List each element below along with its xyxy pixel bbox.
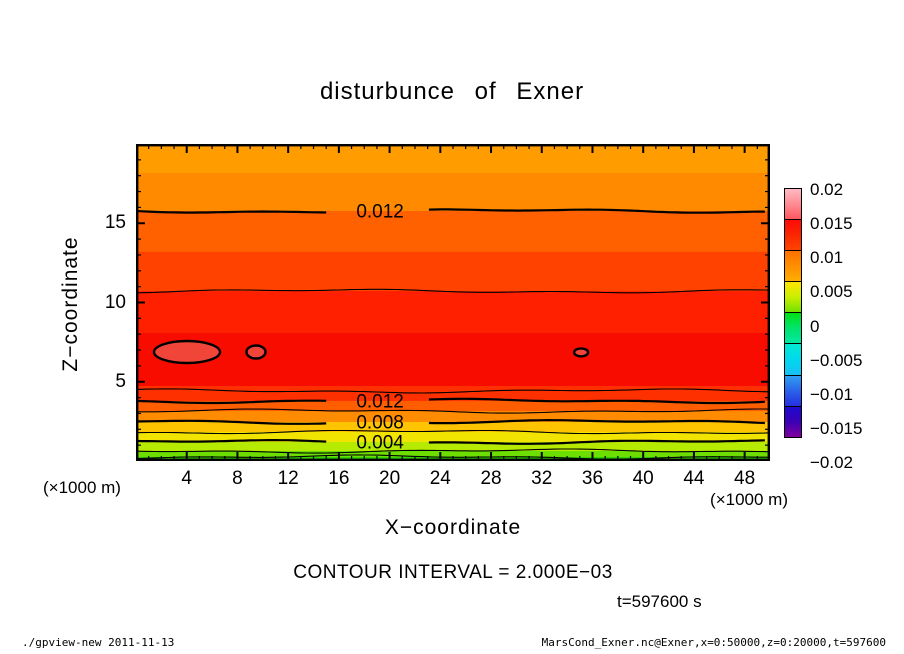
x-tick-label-32: 32 <box>531 468 553 489</box>
contour-label: 0.012 <box>356 202 404 223</box>
z-tick-label-10: 10 <box>104 291 126 313</box>
contour-line-0.012 <box>136 399 327 405</box>
x-tick-label-8: 8 <box>232 468 243 489</box>
colorbar-label-5: −0.005 <box>810 350 863 370</box>
z-axis-title: Z−coordinate <box>59 236 82 372</box>
contour-line-0.010 <box>136 408 770 414</box>
time-annotation: t=597600 s <box>617 592 702 611</box>
x-tick-label-28: 28 <box>480 468 502 489</box>
x-tick-label-40: 40 <box>632 468 654 489</box>
contour-label: 0.012 <box>356 391 404 412</box>
colorbar-label-6: −0.01 <box>810 384 854 404</box>
contour-band <box>136 291 770 334</box>
x-tick-label-16: 16 <box>328 468 350 489</box>
contour-line-0.014 <box>136 388 770 394</box>
colorbar-label-7: −0.015 <box>810 418 863 438</box>
colorbar-label-8: −0.02 <box>810 453 854 472</box>
contour-label: 0.008 <box>356 413 404 434</box>
x-tick-label-4: 4 <box>181 468 192 489</box>
contour-band <box>136 432 770 443</box>
contour-line-0.006 <box>136 429 770 435</box>
x-tick-label-48: 48 <box>734 468 756 489</box>
closed-contour-0.016 <box>572 347 590 358</box>
contour-band <box>136 400 770 412</box>
colorbar-label-3: 0.005 <box>810 282 853 302</box>
colorbar-block-0 <box>784 188 802 222</box>
contour-line-0.014 <box>136 288 770 294</box>
colorbar-block-6 <box>784 374 802 408</box>
contour-line-0.004 <box>428 439 765 445</box>
closed-contour-0.016 <box>152 339 222 365</box>
contour-band <box>136 173 770 212</box>
footer-command-stamp: ./gpview-new 2011-11-13 <box>22 636 175 649</box>
contour-label: 0.004 <box>356 432 404 453</box>
contour-band <box>136 332 770 387</box>
figure-title: disturbunce of Exner <box>319 78 585 105</box>
x-tick-label-20: 20 <box>379 468 401 489</box>
z-axis-unit-label: (×1000 m) <box>43 478 121 497</box>
contour-line-0.012 <box>428 208 765 214</box>
colorbar-label-1: 0.015 <box>810 214 853 234</box>
contour-line-0.008 <box>428 418 765 425</box>
colorbar-block-7 <box>784 405 802 439</box>
x-tick-label-36: 36 <box>581 468 604 489</box>
colorbar-label-4: 0 <box>810 316 820 336</box>
contour-band <box>136 451 770 458</box>
contour-band <box>136 411 770 423</box>
x-tick-label-12: 12 <box>277 468 299 489</box>
contour-line-0.004 <box>136 439 327 443</box>
contour-band <box>136 211 770 253</box>
contour-band <box>136 251 770 292</box>
colorbar-block-2 <box>784 250 802 284</box>
colorbar-block-3 <box>784 281 802 315</box>
z-tick-label-15: 15 <box>104 212 126 234</box>
z-tick-label-5: 5 <box>115 370 126 392</box>
contour-band <box>136 422 770 433</box>
x-tick-label-24: 24 <box>429 468 451 489</box>
x-tick-label-44: 44 <box>683 468 705 489</box>
colorbar-label-2: 0.01 <box>810 248 844 268</box>
contour-line-0.012 <box>136 209 327 214</box>
contour-line-0.012 <box>428 397 765 405</box>
footer-data-source: MarsCond_Exner.nc@Exner,x=0:50000,z=0:20… <box>541 636 886 649</box>
closed-contour-0.016 <box>245 344 267 360</box>
plot-border <box>136 144 770 461</box>
contour-interval-note: CONTOUR INTERVAL = 2.000E−03 <box>293 562 613 583</box>
colorbar-label-0: 0.02 <box>810 180 844 199</box>
colorbar-block-1 <box>784 219 802 253</box>
contour-band <box>136 442 770 452</box>
contour-line-0.002 <box>136 448 770 454</box>
contour-line-0.008 <box>136 419 327 425</box>
x-axis-unit-label: (×1000 m) <box>710 490 788 509</box>
x-axis-title: X−coordinate <box>384 516 522 539</box>
colorbar-block-4 <box>784 312 802 346</box>
colorbar-block-5 <box>784 343 802 377</box>
colorbar <box>784 188 802 439</box>
